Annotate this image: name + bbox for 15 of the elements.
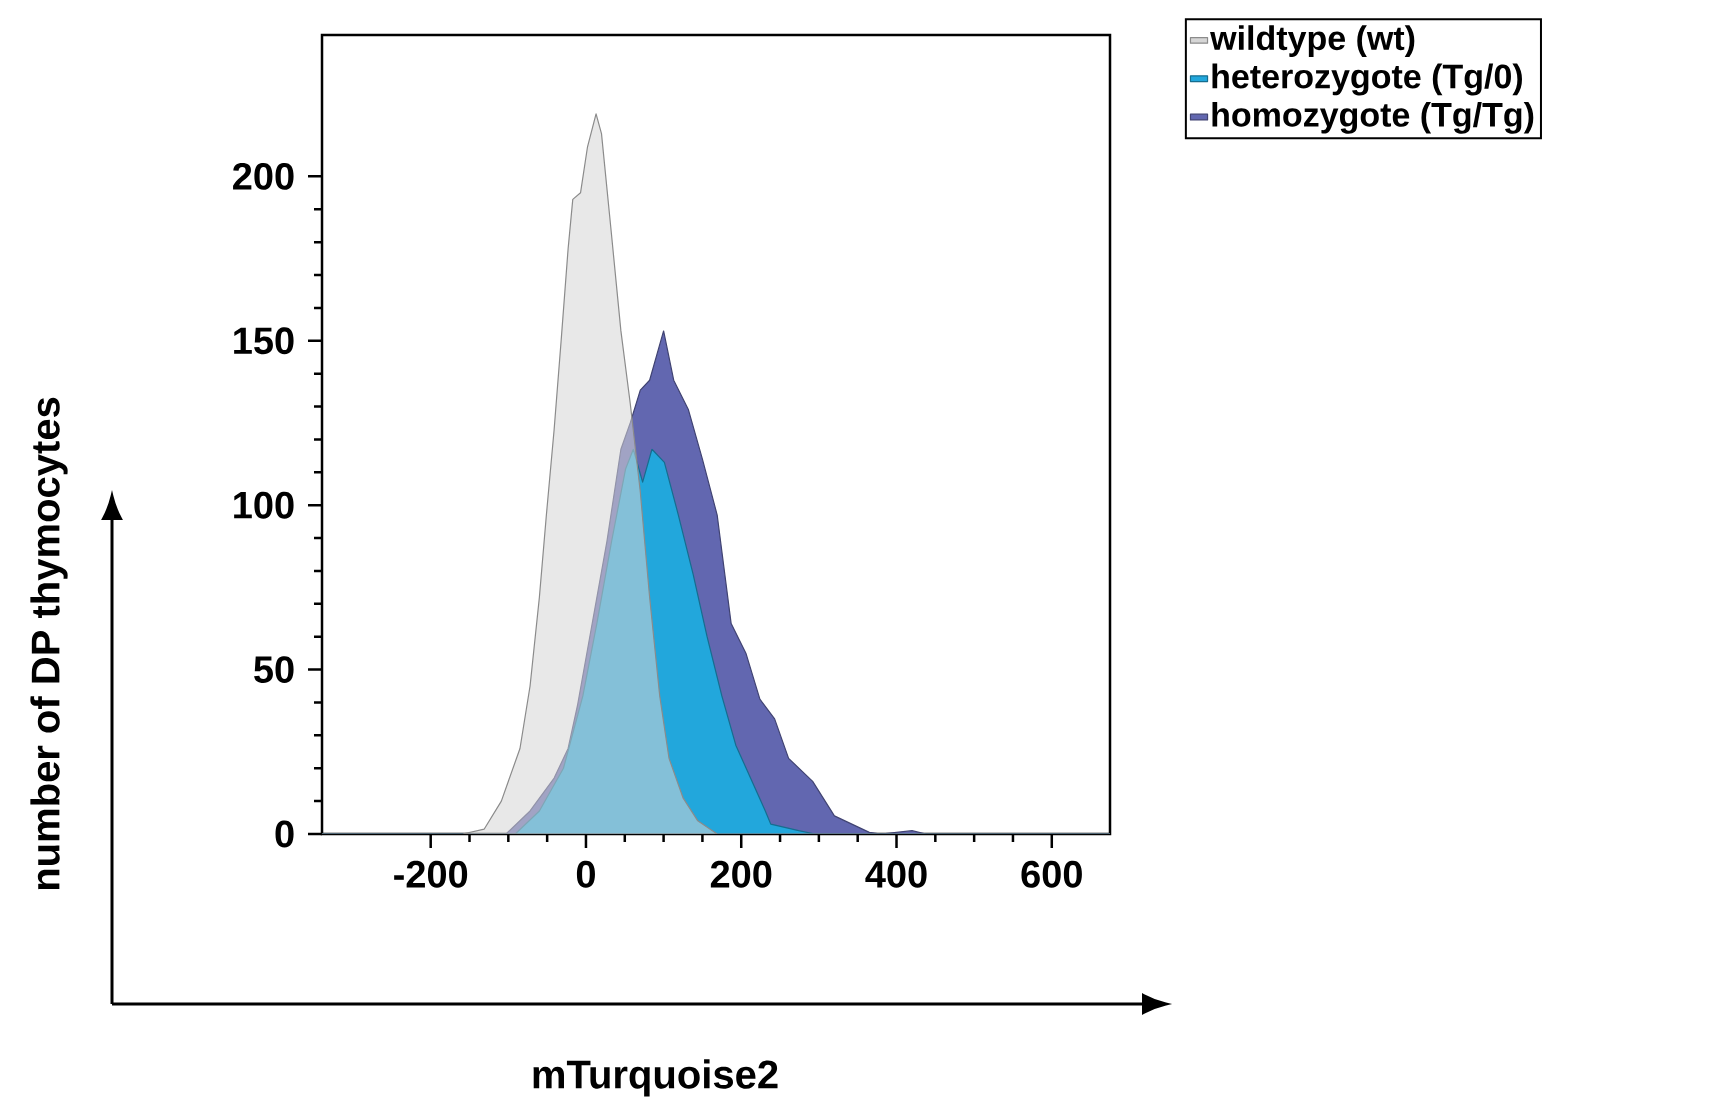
x-tick-label: 200: [710, 860, 772, 888]
legend-label: heterozygote (Tg/0): [1212, 63, 1522, 96]
legend-label: wildtype (wt): [1210, 25, 1415, 57]
y-tick-label: 100: [234, 491, 294, 519]
x-tick-label: -200: [394, 860, 468, 888]
y-tick-label: 200: [233, 162, 294, 190]
x-axis-title: mTurquoise2: [533, 1059, 778, 1097]
y-tick-label: 150: [234, 327, 294, 355]
x-tick-label: 0: [576, 860, 595, 888]
y-tick-label: 50: [254, 656, 294, 684]
legend-label: homozygote (Tg/Tg): [1212, 101, 1534, 134]
x-tick-label: 600: [1021, 860, 1082, 888]
y-axis-title: number of DP thymocytes: [30, 397, 68, 890]
y-tick-label: 0: [275, 820, 294, 848]
x-tick-label: 400: [865, 860, 927, 888]
